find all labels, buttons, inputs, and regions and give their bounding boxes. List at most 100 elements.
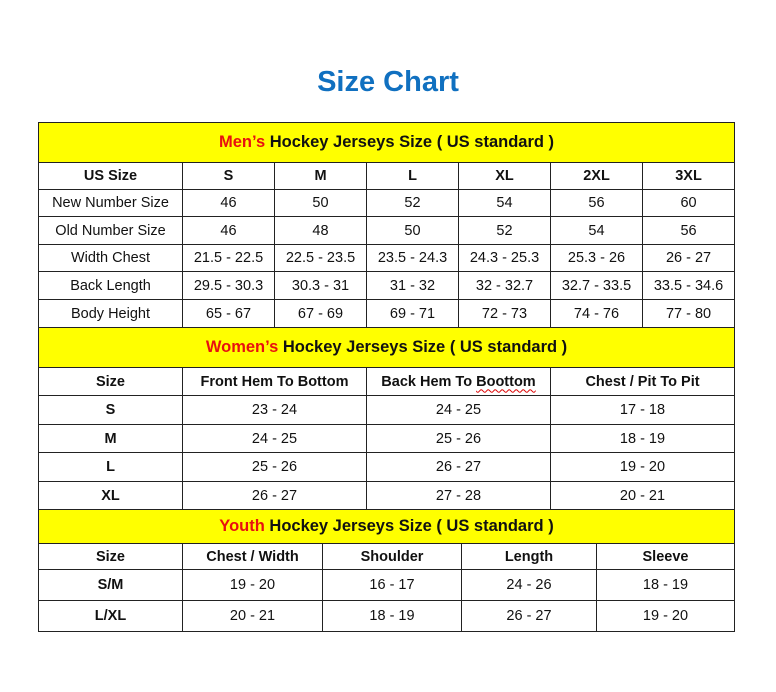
column-header: 3XL xyxy=(641,162,736,190)
table-cell: 19 - 20 xyxy=(182,569,323,601)
column-header: XL xyxy=(458,162,551,190)
header-highlight: Men’s xyxy=(219,133,266,151)
column-header-label: 2XL xyxy=(583,168,610,184)
header-text: Hockey Jerseys Size ( US standard ) xyxy=(278,338,568,356)
table-cell: 32.7 - 33.5 xyxy=(550,271,643,300)
womens-header-row: Women’s Hockey Jerseys Size ( US standar… xyxy=(37,327,736,368)
column-header-label: Size xyxy=(95,548,125,565)
table-cell: 26 - 27 xyxy=(366,452,551,482)
table-cell: 25.3 - 26 xyxy=(550,244,643,272)
table-cell: 24 - 25 xyxy=(182,424,367,453)
column-header: Chest / Pit To Pit xyxy=(549,367,736,396)
table-cell: 18 - 19 xyxy=(595,569,736,601)
row-label: M xyxy=(38,424,183,453)
column-header: Sleeve xyxy=(595,543,736,570)
table-row: Back Length 29.5 - 30.3 30.3 - 31 31 - 32 32… xyxy=(38,271,736,300)
column-header: Size xyxy=(38,543,183,570)
table-cell: 16 - 17 xyxy=(322,569,462,601)
table-row: Body Height 65 - 67 67 - 69 69 - 71 72 - 73 7… xyxy=(38,299,736,328)
table-cell: 46 xyxy=(182,189,275,217)
table-row: Old Number Size 46 48 50 52 54 56 xyxy=(38,216,736,245)
table-cell: 17 - 18 xyxy=(549,395,736,425)
table-cell: 31 - 32 xyxy=(366,271,459,300)
womens-size-table: Women’s Hockey Jerseys Size ( US standar… xyxy=(37,327,736,510)
column-header: Chest / Width xyxy=(182,543,323,570)
column-header: M xyxy=(274,162,367,190)
column-header-label: Shoulder xyxy=(360,548,424,565)
column-header-label: Size xyxy=(95,373,125,390)
column-header-label: XL xyxy=(495,168,514,184)
row-label: XL xyxy=(38,481,183,510)
table-cell: 54 xyxy=(458,189,551,217)
column-header-label: M xyxy=(314,168,327,184)
table-cell: 74 - 76 xyxy=(550,299,643,328)
table-cell: 22.5 - 23.5 xyxy=(274,244,367,272)
column-header-label: Chest / Width xyxy=(206,548,299,565)
table-cell: 33.5 - 34.6 xyxy=(641,271,736,300)
table-cell: 23.5 - 24.3 xyxy=(366,244,459,272)
table-row: M 24 - 25 25 - 26 18 - 19 xyxy=(38,424,736,453)
column-header-label: S xyxy=(223,168,234,184)
table-row: XL 26 - 27 27 - 28 20 - 21 xyxy=(38,481,736,510)
table-row: Width Chest 21.5 - 22.5 22.5 - 23.5 23.5 - … xyxy=(38,244,736,272)
table-row: L/XL 20 - 21 18 - 19 26 - 27 19 - 20 xyxy=(38,600,736,632)
table-cell: 77 - 80 xyxy=(641,299,736,328)
column-header-row: Size Chest / Width Shoulder Length Sleeve xyxy=(38,543,736,570)
column-header-label: Length xyxy=(504,548,554,565)
row-label: New Number Size xyxy=(38,189,183,217)
table-cell: 54 xyxy=(550,216,643,245)
table-cell: 20 - 21 xyxy=(182,600,323,632)
table-row: New Number Size 46 50 52 54 56 60 xyxy=(38,189,736,217)
column-header-row: Size Front Hem To Bottom Back Hem To Boott… xyxy=(38,367,736,396)
youth-section-header: Youth Hockey Jerseys Size ( US standard … xyxy=(37,509,736,544)
column-header-label: Back Hem To Boottom xyxy=(381,373,536,390)
table-row: S/M 19 - 20 16 - 17 24 - 26 18 - 19 xyxy=(38,569,736,601)
table-cell: 32 - 32.7 xyxy=(458,271,551,300)
table-cell: 21.5 - 22.5 xyxy=(182,244,275,272)
table-cell: 24 - 25 xyxy=(366,395,551,425)
table-cell: 25 - 26 xyxy=(182,452,367,482)
table-row: S 23 - 24 24 - 25 17 - 18 xyxy=(38,395,736,425)
header-highlight: Youth xyxy=(219,517,265,535)
table-cell: 24.3 - 25.3 xyxy=(458,244,551,272)
table-cell: 23 - 24 xyxy=(182,395,367,425)
table-cell: 26 - 27 xyxy=(182,481,367,510)
table-cell: 26 - 27 xyxy=(641,244,736,272)
column-header-label: Chest / Pit To Pit xyxy=(585,373,700,390)
table-cell: 52 xyxy=(366,189,459,217)
row-label: Back Length xyxy=(38,271,183,300)
header-text: Hockey Jerseys Size ( US standard ) xyxy=(265,133,555,151)
column-header-label: 3XL xyxy=(675,168,702,184)
mens-section-header: Men’s Hockey Jerseys Size ( US standard … xyxy=(37,122,736,163)
table-cell: 19 - 20 xyxy=(549,452,736,482)
table-cell: 30.3 - 31 xyxy=(274,271,367,300)
table-cell: 67 - 69 xyxy=(274,299,367,328)
column-header: Length xyxy=(461,543,597,570)
table-cell: 18 - 19 xyxy=(549,424,736,453)
table-cell: 19 - 20 xyxy=(595,600,736,632)
table-cell: 29.5 - 30.3 xyxy=(182,271,275,300)
column-header-label: L xyxy=(408,168,417,184)
column-header: Front Hem To Bottom xyxy=(182,367,367,396)
column-header-label: Front Hem To Bottom xyxy=(200,373,349,390)
table-cell: 46 xyxy=(182,216,275,245)
row-label: S/M xyxy=(38,569,183,601)
row-label: S xyxy=(38,395,183,425)
column-header: Size xyxy=(38,367,183,396)
table-row: L 25 - 26 26 - 27 19 - 20 xyxy=(38,452,736,482)
table-cell: 24 - 26 xyxy=(461,569,597,601)
column-header-row: US Size S M L XL 2XL 3XL xyxy=(38,162,736,190)
table-cell: 27 - 28 xyxy=(366,481,551,510)
table-cell: 20 - 21 xyxy=(549,481,736,510)
table-cell: 18 - 19 xyxy=(322,600,462,632)
mens-header-row: Men’s Hockey Jerseys Size ( US standard … xyxy=(37,122,736,163)
spellcheck-underline: Boottom xyxy=(476,373,536,390)
table-cell: 69 - 71 xyxy=(366,299,459,328)
header-text: Hockey Jerseys Size ( US standard ) xyxy=(264,517,554,535)
row-label: Width Chest xyxy=(38,244,183,272)
table-cell: 72 - 73 xyxy=(458,299,551,328)
mens-size-table: Men’s Hockey Jerseys Size ( US standard … xyxy=(37,122,736,328)
column-header: Shoulder xyxy=(322,543,462,570)
header-highlight: Women’s xyxy=(205,338,279,356)
table-cell: 50 xyxy=(366,216,459,245)
